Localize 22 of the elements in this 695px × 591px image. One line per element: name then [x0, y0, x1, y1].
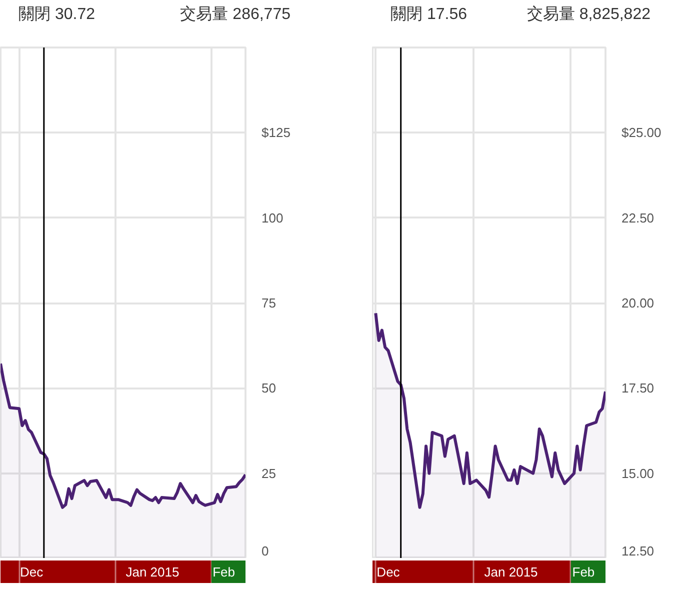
y-tick-label: 20.00	[622, 296, 654, 310]
x-tick-label: Dec	[20, 564, 44, 580]
y-tick-label: 0	[262, 544, 269, 558]
x-tick-label: Feb	[572, 564, 595, 580]
y-tick-label: 25	[262, 466, 276, 481]
x-tick-label: Jan 2015	[484, 564, 538, 580]
y-tick-label: $25.00	[622, 125, 662, 140]
y-tick-label: 50	[262, 380, 276, 396]
y-tick-label: 15.00	[622, 466, 654, 481]
text: 交易量 8,825,822	[526, 5, 651, 23]
x-tick-label: Feb	[212, 564, 235, 580]
y-tick-label: 17.50	[622, 380, 654, 396]
x-tick-label: Dec	[376, 564, 400, 580]
text: 關閉 17.56	[390, 6, 468, 23]
y-tick-label: 12.50	[622, 544, 654, 558]
text: 交易量 286,775	[180, 5, 291, 23]
y-tick-label: 22.50	[622, 210, 654, 226]
y-tick-label: $125	[262, 125, 290, 140]
x-tick-label: Jan 2015	[126, 564, 180, 580]
text: 關閉 30.72	[18, 6, 96, 23]
y-tick-label: 75	[262, 296, 276, 310]
y-tick-label: 100	[262, 210, 284, 226]
